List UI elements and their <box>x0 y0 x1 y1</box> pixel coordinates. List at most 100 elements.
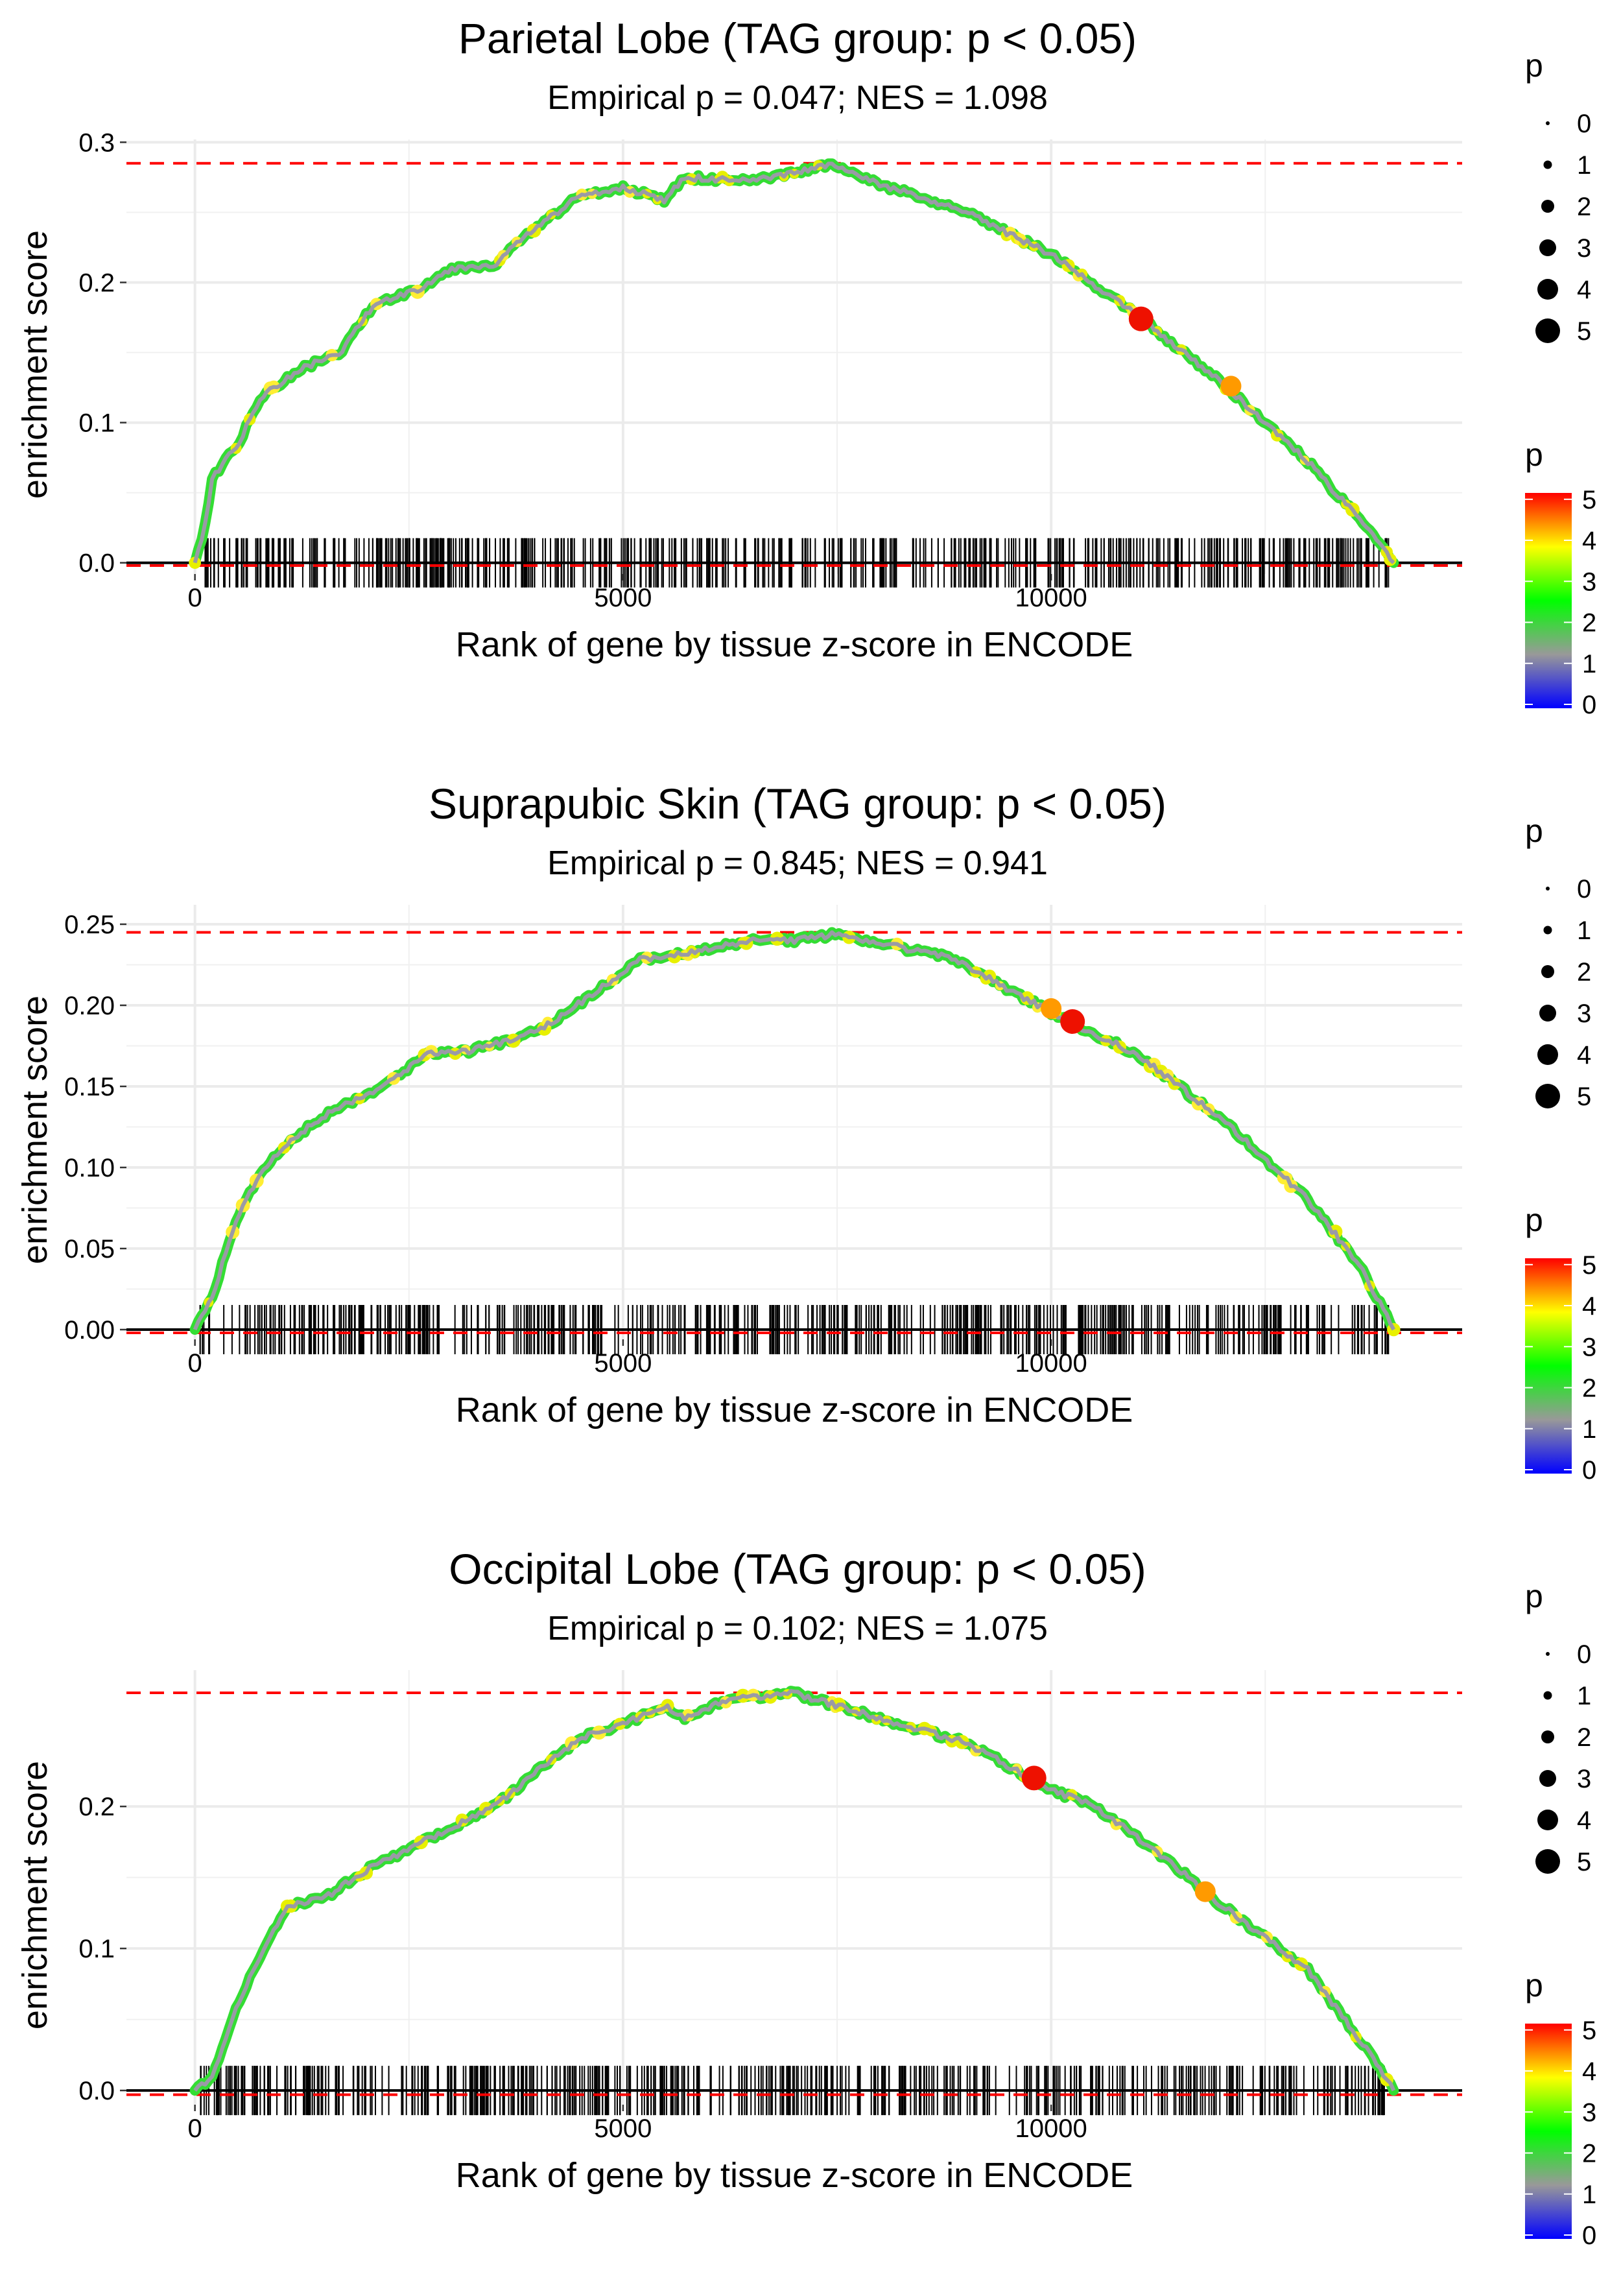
color-legend-label: 3 <box>1582 1333 1596 1361</box>
x-tick-label: 5000 <box>594 1349 652 1378</box>
chart-subtitle: Empirical p = 0.845; NES = 0.941 <box>547 844 1048 882</box>
chart-suprapubic-skin: Suprapubic Skin (TAG group: p < 0.05) Emp… <box>16 780 1596 1485</box>
x-axis-title: Rank of gene by tissue z-score in ENCODE <box>456 625 1133 664</box>
size-legend-dot <box>1543 926 1552 935</box>
size-legend-label: 5 <box>1577 1848 1591 1876</box>
curve-core <box>193 1689 1396 2092</box>
size-legend-dot <box>1537 279 1558 300</box>
size-legend-dot <box>1535 1084 1560 1108</box>
highlight-point <box>1060 1009 1085 1034</box>
size-legend-dot <box>1541 1730 1554 1743</box>
size-legend-label: 1 <box>1577 1682 1591 1710</box>
size-legend-label: 0 <box>1577 875 1591 903</box>
size-legend-dot <box>1535 1849 1560 1874</box>
color-legend-label: 2 <box>1582 1374 1596 1403</box>
panel-parietal-lobe: Parietal Lobe (TAG group: p < 0.05) Empir… <box>0 0 1621 765</box>
color-legend-label: 1 <box>1582 650 1596 678</box>
color-legend-label: 3 <box>1582 568 1596 596</box>
color-bar <box>1525 1258 1572 1474</box>
color-bar <box>1525 493 1572 708</box>
chart-occipital-lobe: Occipital Lobe (TAG group: p < 0.05) Empi… <box>16 1545 1596 2250</box>
size-legend-dot <box>1537 1044 1558 1065</box>
color-legend: p 5 4 3 2 1 0 <box>1525 1967 1596 2250</box>
curve-band <box>189 158 1399 568</box>
size-legend-label: 2 <box>1577 958 1591 987</box>
color-legend-label: 0 <box>1582 2221 1596 2250</box>
curve-core <box>193 930 1396 1331</box>
gridlines <box>126 1670 1462 2105</box>
x-tick-label: 0 <box>188 2114 202 2143</box>
color-legend-title: p <box>1525 436 1543 473</box>
size-legend-label: 3 <box>1577 1765 1591 1793</box>
color-legend-label: 4 <box>1582 1292 1596 1321</box>
chart-subtitle: Empirical p = 0.047; NES = 1.098 <box>547 79 1048 117</box>
size-legend-label: 0 <box>1577 1640 1591 1669</box>
x-tick-label: 0 <box>188 1349 202 1378</box>
curve-core <box>193 161 1395 564</box>
y-tick-label: 0.3 <box>78 128 115 157</box>
size-legend-label: 4 <box>1577 1041 1591 1070</box>
size-legend-label: 0 <box>1577 110 1591 138</box>
chart-subtitle: Empirical p = 0.102; NES = 1.075 <box>547 1610 1048 1647</box>
y-tick-label: 0.0 <box>78 549 115 578</box>
color-legend-label: 5 <box>1582 486 1596 514</box>
chart-parietal-lobe: Parietal Lobe (TAG group: p < 0.05) Empir… <box>16 14 1596 719</box>
size-legend-dot <box>1539 1005 1556 1022</box>
size-legend-label: 3 <box>1577 999 1591 1028</box>
y-tick-label: 0.1 <box>78 409 115 438</box>
size-legend-label: 1 <box>1577 916 1591 945</box>
curve-band <box>189 927 1399 1335</box>
enrichment-curve <box>189 927 1401 1337</box>
color-legend-label: 0 <box>1582 691 1596 719</box>
size-legend-title: p <box>1525 1578 1543 1614</box>
highlight-point <box>1194 1881 1216 1902</box>
size-legend-title: p <box>1525 813 1543 849</box>
size-legend-title: p <box>1525 47 1543 84</box>
x-tick-label: 5000 <box>594 584 652 612</box>
color-legend-label: 1 <box>1582 2181 1596 2209</box>
size-legend-dot <box>1541 200 1554 213</box>
curve-specks <box>204 930 1401 1337</box>
y-axis-title: enrichment score <box>16 230 54 499</box>
y-tick-label: 0.05 <box>64 1235 115 1263</box>
x-axis-title: Rank of gene by tissue z-score in ENCODE <box>456 2156 1133 2195</box>
chart-title: Suprapubic Skin (TAG group: p < 0.05) <box>429 780 1166 828</box>
color-legend-label: 1 <box>1582 1415 1596 1444</box>
x-tick-label: 5000 <box>594 2114 652 2143</box>
color-bar <box>1525 2024 1572 2239</box>
size-legend-dot <box>1541 965 1554 978</box>
panel-occipital-lobe: Occipital Lobe (TAG group: p < 0.05) Empi… <box>0 1531 1621 2296</box>
x-tick-label: 10000 <box>1015 2114 1087 2143</box>
curve-specks <box>189 160 1397 569</box>
size-legend-label: 5 <box>1577 317 1591 346</box>
color-legend-label: 5 <box>1582 2016 1596 2045</box>
y-tick-label: 0.0 <box>78 2077 115 2105</box>
size-legend-dot <box>1546 121 1550 125</box>
y-tick-label: 0.2 <box>78 1793 115 1821</box>
y-tick-label: 0.25 <box>64 911 115 939</box>
color-legend: p 5 4 3 2 1 0 <box>1525 436 1596 719</box>
size-legend-dot <box>1543 160 1552 169</box>
color-legend-label: 5 <box>1582 1251 1596 1280</box>
enrichment-curve <box>189 1686 1399 2096</box>
size-legend-dot <box>1539 1770 1556 1787</box>
x-tick-label: 10000 <box>1015 584 1087 612</box>
color-legend: p 5 4 3 2 1 0 <box>1525 1202 1596 1485</box>
size-legend-label: 5 <box>1577 1082 1591 1111</box>
size-legend: p 0 1 2 3 4 5 <box>1525 47 1591 346</box>
size-legend-dot <box>1546 1652 1550 1656</box>
size-legend-label: 2 <box>1577 193 1591 221</box>
color-legend-label: 4 <box>1582 2057 1596 2086</box>
y-tick-label: 0.1 <box>78 1935 115 1963</box>
color-legend-title: p <box>1525 1967 1543 2003</box>
color-legend-title: p <box>1525 1202 1543 1238</box>
y-tick-label: 0.00 <box>64 1316 115 1345</box>
y-axis-title: enrichment score <box>16 1761 54 2029</box>
size-legend-label: 4 <box>1577 1806 1591 1835</box>
size-legend: p 0 1 2 3 4 5 <box>1525 813 1591 1111</box>
chart-title: Parietal Lobe (TAG group: p < 0.05) <box>458 14 1137 62</box>
y-axis-title: enrichment score <box>16 996 54 1264</box>
color-legend-label: 2 <box>1582 609 1596 638</box>
size-legend-dot <box>1546 887 1550 891</box>
